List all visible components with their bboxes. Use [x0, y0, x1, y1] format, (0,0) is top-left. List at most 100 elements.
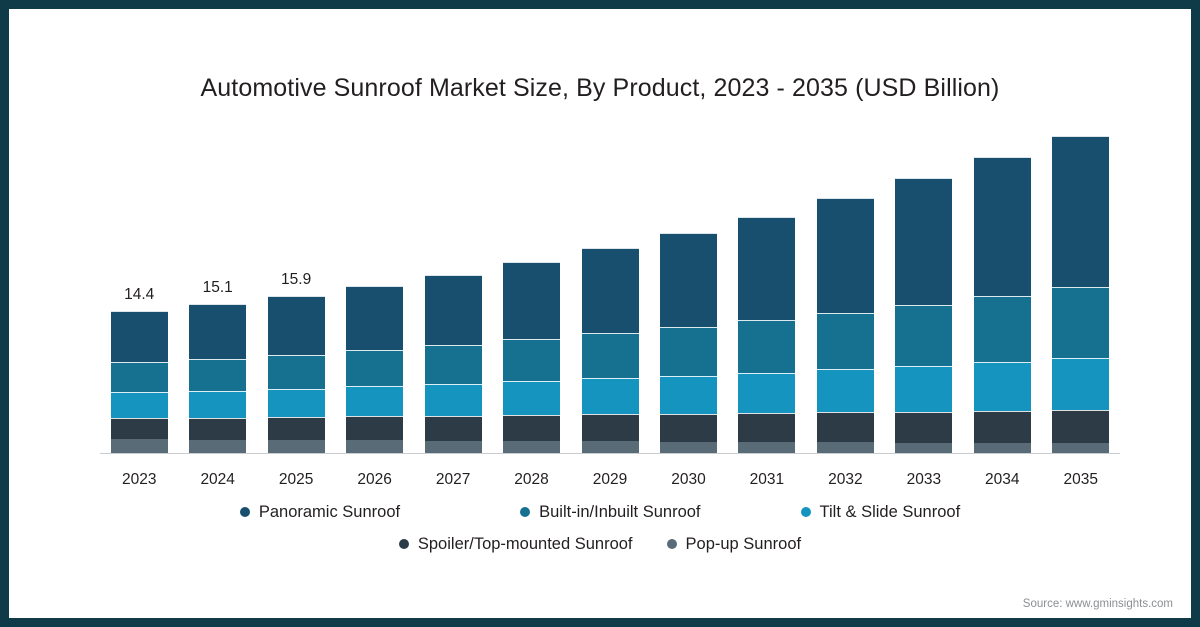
frame-border-top: [0, 0, 1200, 9]
bar-2032[interactable]: [816, 197, 874, 453]
bar-2031[interactable]: [738, 216, 796, 453]
x-axis-label-2025: 2025: [278, 471, 314, 488]
legend-dot-icon: [666, 539, 677, 549]
legend-item-spoiler-top-mounted-sunroof[interactable]: Spoiler/Top-mounted Sunroof: [398, 534, 633, 554]
bar-segment-2033-tilt-slide-sunroof[interactable]: [895, 365, 953, 413]
bar-2026[interactable]: [346, 285, 404, 453]
legend-dot-icon: [239, 507, 250, 517]
bar-segment-2030-tilt-slide-sunroof[interactable]: [659, 375, 717, 415]
bar-segment-2024-built-in-inbuilt-sunroof[interactable]: [189, 359, 247, 391]
legend-label-spoiler-top-mounted-sunroof: Spoiler/Top-mounted Sunroof: [417, 534, 633, 553]
bar-segment-2033-spoiler-top-mounted-sunroof[interactable]: [895, 412, 953, 444]
bar-segment-2026-pop-up-sunroof[interactable]: [346, 440, 404, 453]
legend-dot-icon: [520, 507, 531, 517]
bar-segment-2027-tilt-slide-sunroof[interactable]: [424, 383, 482, 417]
bar-segment-2028-panoramic-sunroof[interactable]: [503, 262, 561, 340]
bar-segment-2025-spoiler-top-mounted-sunroof[interactable]: [267, 417, 325, 441]
bar-segment-2034-panoramic-sunroof[interactable]: [973, 157, 1031, 296]
legend-item-pop-up-sunroof[interactable]: Pop-up Sunroof: [666, 535, 801, 554]
bar-segment-2029-spoiler-top-mounted-sunroof[interactable]: [581, 414, 639, 442]
bar-segment-2024-panoramic-sunroof[interactable]: [189, 303, 247, 360]
bar-segment-2032-built-in-inbuilt-sunroof[interactable]: [816, 312, 874, 369]
bar-segment-2025-panoramic-sunroof[interactable]: [267, 295, 325, 356]
bar-segment-2030-panoramic-sunroof[interactable]: [659, 233, 717, 328]
bar-segment-2034-pop-up-sunroof[interactable]: [973, 443, 1031, 453]
bar-segment-2032-panoramic-sunroof[interactable]: [816, 197, 874, 313]
bar-segment-2023-panoramic-sunroof[interactable]: [110, 310, 168, 363]
bar-segment-2026-tilt-slide-sunroof[interactable]: [346, 385, 404, 417]
bar-segment-2035-pop-up-sunroof[interactable]: [1052, 443, 1110, 453]
bar-segment-2035-tilt-slide-sunroof[interactable]: [1052, 358, 1110, 411]
bar-segment-2028-built-in-inbuilt-sunroof[interactable]: [503, 339, 561, 381]
bar-segment-2033-panoramic-sunroof[interactable]: [895, 178, 953, 305]
bar-segment-2028-spoiler-top-mounted-sunroof[interactable]: [503, 415, 561, 442]
bar-segment-2034-spoiler-top-mounted-sunroof[interactable]: [973, 411, 1031, 444]
bar-segment-2034-built-in-inbuilt-sunroof[interactable]: [973, 295, 1031, 362]
bar-segment-2030-built-in-inbuilt-sunroof[interactable]: [659, 327, 717, 376]
bar-segment-2029-pop-up-sunroof[interactable]: [581, 441, 639, 453]
bar-segment-2028-tilt-slide-sunroof[interactable]: [503, 380, 561, 416]
bar-segment-2027-built-in-inbuilt-sunroof[interactable]: [424, 345, 482, 384]
legend-item-tilt-slide-sunroof[interactable]: Tilt & Slide Sunroof: [800, 503, 960, 522]
bar-segment-2033-pop-up-sunroof[interactable]: [895, 443, 953, 453]
bar-2033[interactable]: [895, 178, 953, 453]
bar-value-label-2023: 14.4: [124, 285, 155, 303]
bar-segment-2029-tilt-slide-sunroof[interactable]: [581, 377, 639, 415]
bar-segment-2024-tilt-slide-sunroof[interactable]: [189, 390, 247, 419]
bar-2023[interactable]: [110, 310, 168, 453]
bar-segment-2034-tilt-slide-sunroof[interactable]: [973, 362, 1031, 412]
bar-segment-2035-spoiler-top-mounted-sunroof[interactable]: [1052, 410, 1110, 444]
bar-segment-2027-spoiler-top-mounted-sunroof[interactable]: [424, 416, 482, 442]
bar-segment-2035-panoramic-sunroof[interactable]: [1052, 136, 1110, 287]
bar-segment-2031-pop-up-sunroof[interactable]: [738, 442, 796, 453]
bar-segment-2027-pop-up-sunroof[interactable]: [424, 441, 482, 453]
legend-dot-icon: [800, 507, 811, 517]
bar-segment-2031-spoiler-top-mounted-sunroof[interactable]: [738, 413, 796, 443]
legend-item-built-in-inbuilt-sunroof[interactable]: Built-in/Inbuilt Sunroof: [520, 503, 701, 522]
bar-segment-2035-built-in-inbuilt-sunroof[interactable]: [1052, 286, 1110, 359]
bar-segment-2032-spoiler-top-mounted-sunroof[interactable]: [816, 412, 874, 443]
x-axis-line: [100, 453, 1120, 454]
bar-2035[interactable]: [1052, 136, 1110, 453]
bar-segment-2026-spoiler-top-mounted-sunroof[interactable]: [346, 416, 404, 441]
bar-2025[interactable]: [267, 295, 325, 453]
bar-2024[interactable]: [189, 303, 247, 453]
bar-segment-2029-built-in-inbuilt-sunroof[interactable]: [581, 333, 639, 378]
x-axis-label-2026: 2026: [357, 471, 392, 488]
bar-segment-2024-spoiler-top-mounted-sunroof[interactable]: [189, 418, 247, 441]
bar-segment-2032-tilt-slide-sunroof[interactable]: [816, 368, 874, 413]
bar-segment-2032-pop-up-sunroof[interactable]: [816, 442, 874, 453]
bar-value-label-2025: 15.9: [281, 270, 312, 288]
bar-2028[interactable]: [503, 262, 561, 453]
bar-segment-2023-pop-up-sunroof[interactable]: [110, 439, 168, 453]
x-axis-label-2035: 2035: [1063, 471, 1098, 488]
bar-segment-2024-pop-up-sunroof[interactable]: [189, 440, 247, 453]
bar-segment-2031-built-in-inbuilt-sunroof[interactable]: [738, 320, 796, 373]
frame-border-left: [0, 0, 9, 627]
x-axis-label-2033: 2033: [906, 471, 942, 488]
bar-segment-2029-panoramic-sunroof[interactable]: [581, 248, 639, 334]
chart-legend: Panoramic Sunroof Built-in/Inbuilt Sunroo…: [9, 496, 1191, 560]
bar-segment-2031-panoramic-sunroof[interactable]: [738, 216, 796, 321]
legend-label-panoramic-sunroof: Panoramic Sunroof: [258, 502, 401, 521]
bar-2029[interactable]: [581, 248, 639, 453]
bar-segment-2030-pop-up-sunroof[interactable]: [659, 442, 717, 453]
bar-segment-2033-built-in-inbuilt-sunroof[interactable]: [895, 304, 953, 366]
bar-2030[interactable]: [659, 233, 717, 453]
bar-segment-2023-tilt-slide-sunroof[interactable]: [110, 391, 168, 419]
bar-2027[interactable]: [424, 274, 482, 453]
bar-segment-2023-spoiler-top-mounted-sunroof[interactable]: [110, 418, 168, 440]
bar-segment-2025-pop-up-sunroof[interactable]: [267, 440, 325, 453]
legend-row-1: Panoramic Sunroof Built-in/Inbuilt Sunroo…: [9, 496, 1191, 528]
bar-2034[interactable]: [973, 157, 1031, 453]
bar-segment-2025-built-in-inbuilt-sunroof[interactable]: [267, 355, 325, 389]
bar-segment-2030-spoiler-top-mounted-sunroof[interactable]: [659, 414, 717, 443]
bar-segment-2027-panoramic-sunroof[interactable]: [424, 274, 482, 346]
bar-segment-2028-pop-up-sunroof[interactable]: [503, 441, 561, 453]
bar-segment-2026-built-in-inbuilt-sunroof[interactable]: [346, 350, 404, 386]
bar-segment-2023-built-in-inbuilt-sunroof[interactable]: [110, 362, 168, 392]
bar-segment-2026-panoramic-sunroof[interactable]: [346, 285, 404, 351]
bar-segment-2025-tilt-slide-sunroof[interactable]: [267, 388, 325, 418]
legend-item-panoramic-sunroof[interactable]: Panoramic Sunroof: [239, 502, 401, 522]
bar-segment-2031-tilt-slide-sunroof[interactable]: [738, 372, 796, 414]
